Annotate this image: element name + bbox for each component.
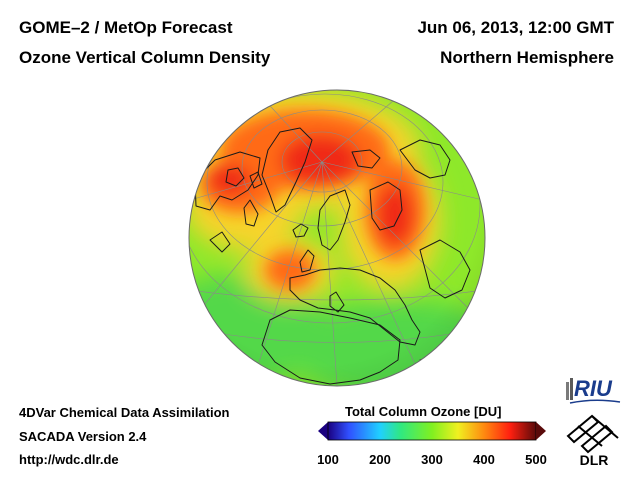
footer-version: SACADA Version 2.4 xyxy=(19,429,147,444)
riu-logo-bar xyxy=(566,382,569,400)
colorbar-tick: 500 xyxy=(525,452,547,467)
colorbar-tick: 200 xyxy=(369,452,391,467)
colorbar-tick: 300 xyxy=(421,452,443,467)
colorbar-tick: 100 xyxy=(317,452,339,467)
colorbar-tick: 400 xyxy=(473,452,495,467)
footer-url[interactable]: http://wdc.dlr.de xyxy=(19,452,119,467)
riu-logo: RIU xyxy=(566,376,621,404)
colorbar-title: Total Column Ozone [DU] xyxy=(345,404,502,419)
kamchatka-coast xyxy=(429,103,459,125)
hemisphere-label: Northern Hemisphere xyxy=(440,48,614,67)
colorbar xyxy=(318,421,546,441)
dlr-logo-text: DLR xyxy=(580,452,609,468)
globe-field xyxy=(189,90,485,386)
map-title: GOME–2 / MetOp Forecast xyxy=(19,18,233,37)
globe-shading xyxy=(189,90,485,386)
footer-method: 4DVar Chemical Data Assimilation xyxy=(19,405,230,420)
dlr-logo-mark xyxy=(566,414,619,454)
dlr-logo: DLR xyxy=(566,414,619,468)
colorbar-max-arrow xyxy=(536,422,546,440)
riu-logo-bar xyxy=(570,378,573,400)
globe-outline xyxy=(188,89,486,387)
riu-logo-swoosh xyxy=(569,399,621,404)
colorbar-gradient xyxy=(327,421,537,441)
ozone-globe-map xyxy=(188,89,486,387)
riu-logo-text: RIU xyxy=(574,376,613,401)
forecast-date: Jun 06, 2013, 12:00 GMT xyxy=(417,18,614,37)
map-subtitle: Ozone Vertical Column Density xyxy=(19,48,271,67)
colorbar-min-arrow xyxy=(318,422,328,440)
